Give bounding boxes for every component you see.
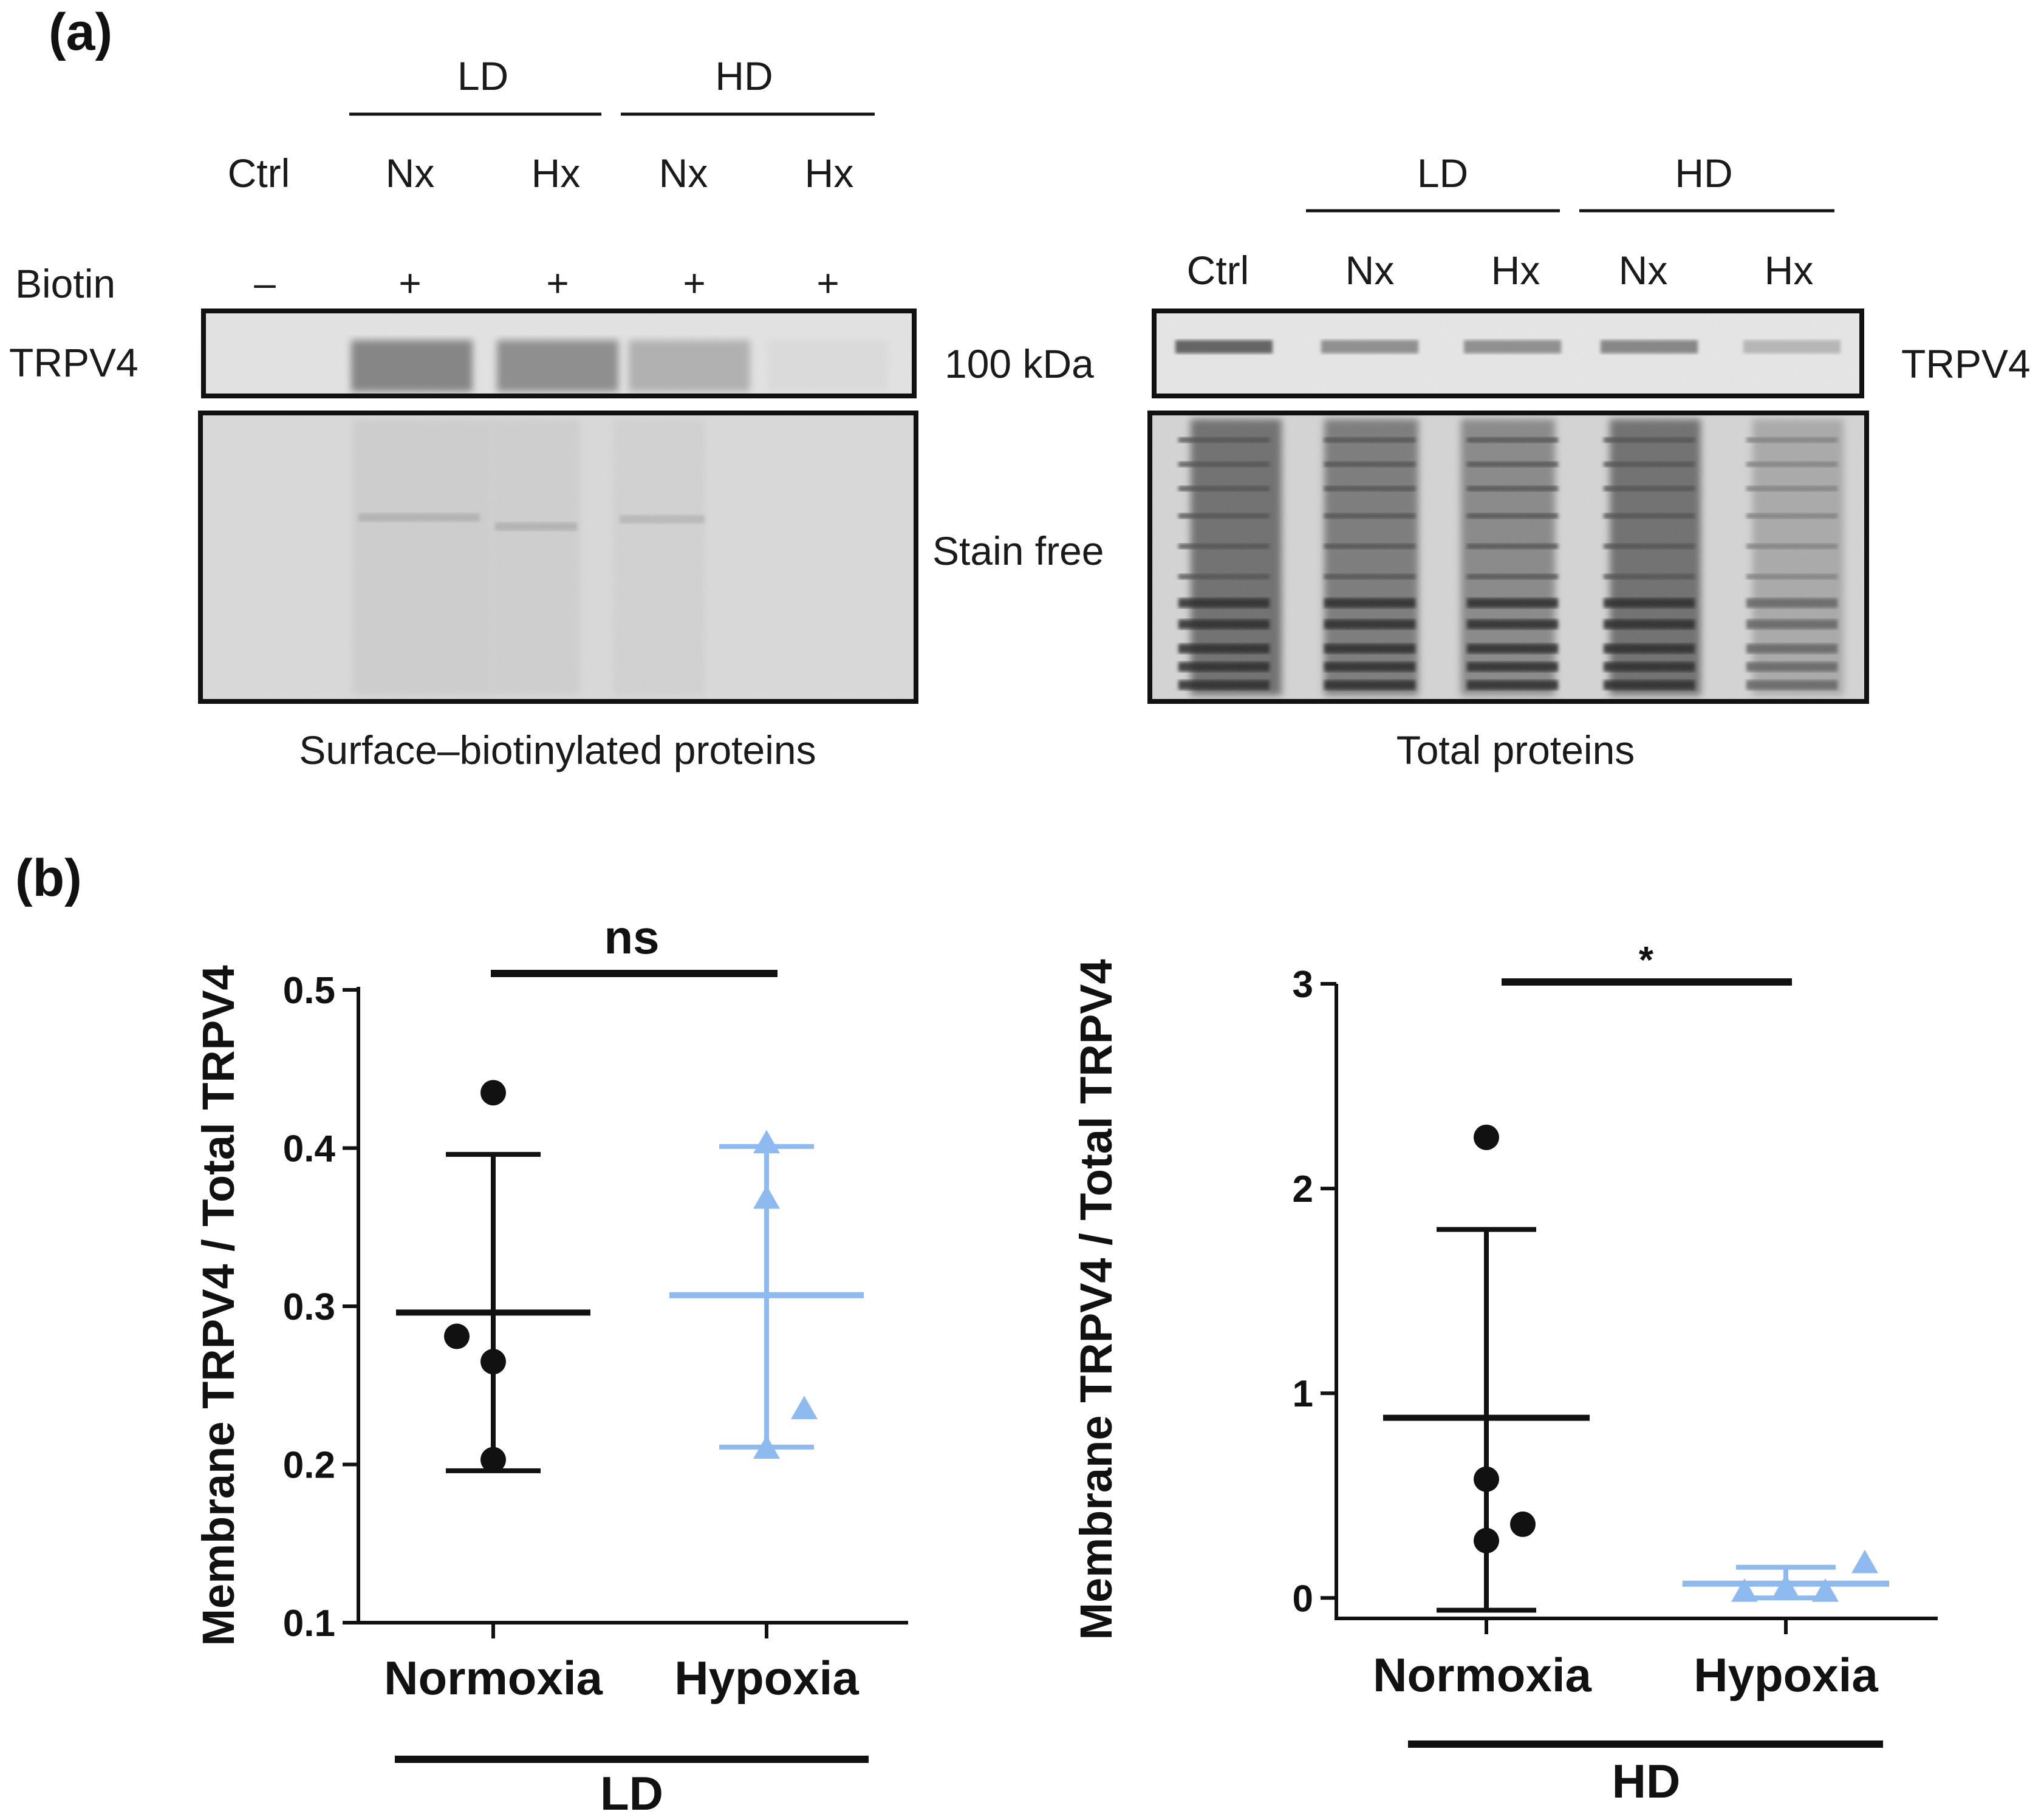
panel-a-label: (a)	[49, 3, 112, 61]
right-stain-frame	[1147, 411, 1869, 704]
left-trpv4-row-label: TRPV4	[9, 340, 138, 385]
chart-ld-ytick-label: 0.3	[283, 1286, 335, 1328]
chart-hd-category-normoxia: Normoxia	[1373, 1648, 1591, 1702]
left-lane-3-label: Hx	[532, 151, 581, 196]
chart-ld-group-label: LD	[600, 1767, 663, 1817]
chart-hd-point	[1851, 1549, 1878, 1573]
biotin-sign-1: –	[254, 261, 276, 305]
chart-hd-ytick-label: 2	[1293, 1168, 1313, 1210]
chart-ld-series-normoxia	[396, 1080, 590, 1473]
left-group-ld-label: LD	[457, 53, 508, 98]
stain-free-label: Stain free	[932, 528, 1104, 573]
chart-ld-ytick-label: 0.2	[283, 1445, 335, 1487]
chart-ld-point	[753, 1185, 780, 1209]
left-stain-frame	[198, 411, 918, 704]
chart-ld-point	[480, 1349, 506, 1375]
right-trpv4-blot	[1152, 309, 1864, 398]
chart-hd-point	[1474, 1527, 1499, 1553]
biotin-sign-3: +	[546, 261, 569, 305]
biotin-sign-2: +	[398, 261, 421, 305]
right-lane-3-label: Hx	[1491, 248, 1540, 293]
chart-hd-point	[1474, 1466, 1499, 1492]
left-blot-caption: Surface–biotinylated proteins	[299, 728, 816, 772]
right-trpv4-band	[1321, 340, 1418, 353]
right-group-hd-label: HD	[1675, 151, 1732, 196]
right-trpv4-band	[1601, 340, 1698, 353]
chart-hd-ytick-label: 0	[1293, 1578, 1313, 1620]
left-trpv4-band	[497, 340, 618, 392]
left-stain-free-blot	[198, 411, 918, 704]
panel-b-label: (b)	[15, 849, 82, 907]
chart-ld-category-hypoxia: Hypoxia	[674, 1651, 859, 1705]
right-lane-1-label: Ctrl	[1187, 248, 1249, 293]
right-trpv4-row-label: TRPV4	[1901, 341, 2031, 386]
left-lane-4-label: Nx	[659, 151, 708, 196]
right-blot-header: LD HD Ctrl Nx Hx Nx Hx TRPV4	[1187, 151, 2031, 386]
right-group-ld-label: LD	[1417, 151, 1468, 196]
right-blot-caption: Total proteins	[1396, 728, 1635, 772]
chart-hd-ylabel: Membrane TRPV4 / Total TRPV4	[1071, 959, 1121, 1640]
chart-hd-significance-label: *	[1639, 939, 1654, 981]
right-lane-2-label: Nx	[1345, 248, 1395, 293]
chart-ld-series-hypoxia	[669, 1130, 864, 1459]
right-lane-4-label: Nx	[1619, 248, 1668, 293]
biotin-label: Biotin	[15, 261, 115, 306]
chart-hd-point	[1812, 1578, 1839, 1602]
chart-ld: Membrane TRPV4 / Total TRPV4 0.1 0.2 0.3 0.…	[193, 910, 908, 1817]
left-group-hd-label: HD	[715, 53, 773, 98]
left-trpv4-blot	[201, 309, 917, 398]
chart-hd-point	[1510, 1511, 1536, 1537]
chart-ld-ytick-label: 0.1	[283, 1603, 335, 1645]
chart-ld-point	[480, 1447, 506, 1473]
left-blot-header: LD HD Ctrl Nx Hx Nx Hx Biotin – + + + + …	[9, 53, 875, 385]
chart-hd-ytick-label: 3	[1293, 964, 1313, 1006]
chart-ld-ytick-label: 0.5	[283, 970, 335, 1012]
right-trpv4-band	[1464, 340, 1561, 353]
chart-ld-ytick-label: 0.4	[283, 1128, 336, 1170]
chart-hd-point	[1474, 1124, 1499, 1150]
chart-ld-category-normoxia: Normoxia	[384, 1651, 603, 1705]
chart-hd-group-label: HD	[1612, 1754, 1681, 1808]
chart-ld-point	[753, 1435, 780, 1459]
left-trpv4-band	[767, 340, 889, 392]
chart-hd-series-hypoxia	[1683, 1549, 1889, 1602]
right-trpv4-band	[1743, 340, 1841, 353]
chart-ld-ylabel: Membrane TRPV4 / Total TRPV4	[193, 965, 244, 1646]
chart-ld-point	[480, 1080, 506, 1106]
right-trpv4-frame	[1152, 309, 1864, 398]
chart-hd: Membrane TRPV4 / Total TRPV4 0 1 2 3 * Norm…	[1071, 939, 1938, 1808]
left-lane-1-label: Ctrl	[228, 151, 290, 196]
chart-hd-ytick-label: 1	[1293, 1373, 1313, 1415]
chart-ld-significance-label: ns	[604, 910, 659, 964]
chart-ld-point	[753, 1130, 780, 1154]
left-trpv4-band	[351, 340, 473, 392]
chart-hd-category-hypoxia: Hypoxia	[1694, 1648, 1878, 1702]
right-trpv4-band	[1175, 340, 1273, 353]
chart-hd-point	[1731, 1578, 1758, 1602]
right-stain-free-blot	[1147, 411, 1869, 704]
left-trpv4-band	[629, 340, 750, 392]
right-lane-5-label: Hx	[1765, 248, 1814, 293]
chart-ld-point	[791, 1396, 818, 1419]
chart-hd-point	[1772, 1574, 1799, 1598]
biotin-sign-4: +	[683, 261, 705, 305]
left-lane-5-label: Hx	[805, 151, 854, 196]
chart-hd-series-normoxia	[1383, 1124, 1590, 1613]
biotin-sign-5: +	[816, 261, 839, 305]
left-lane-2-label: Nx	[386, 151, 435, 196]
left-trpv4-frame	[201, 309, 917, 398]
mw-label: 100 kDa	[945, 341, 1094, 386]
left-trpv4-band	[204, 340, 326, 392]
chart-ld-point	[444, 1323, 470, 1349]
